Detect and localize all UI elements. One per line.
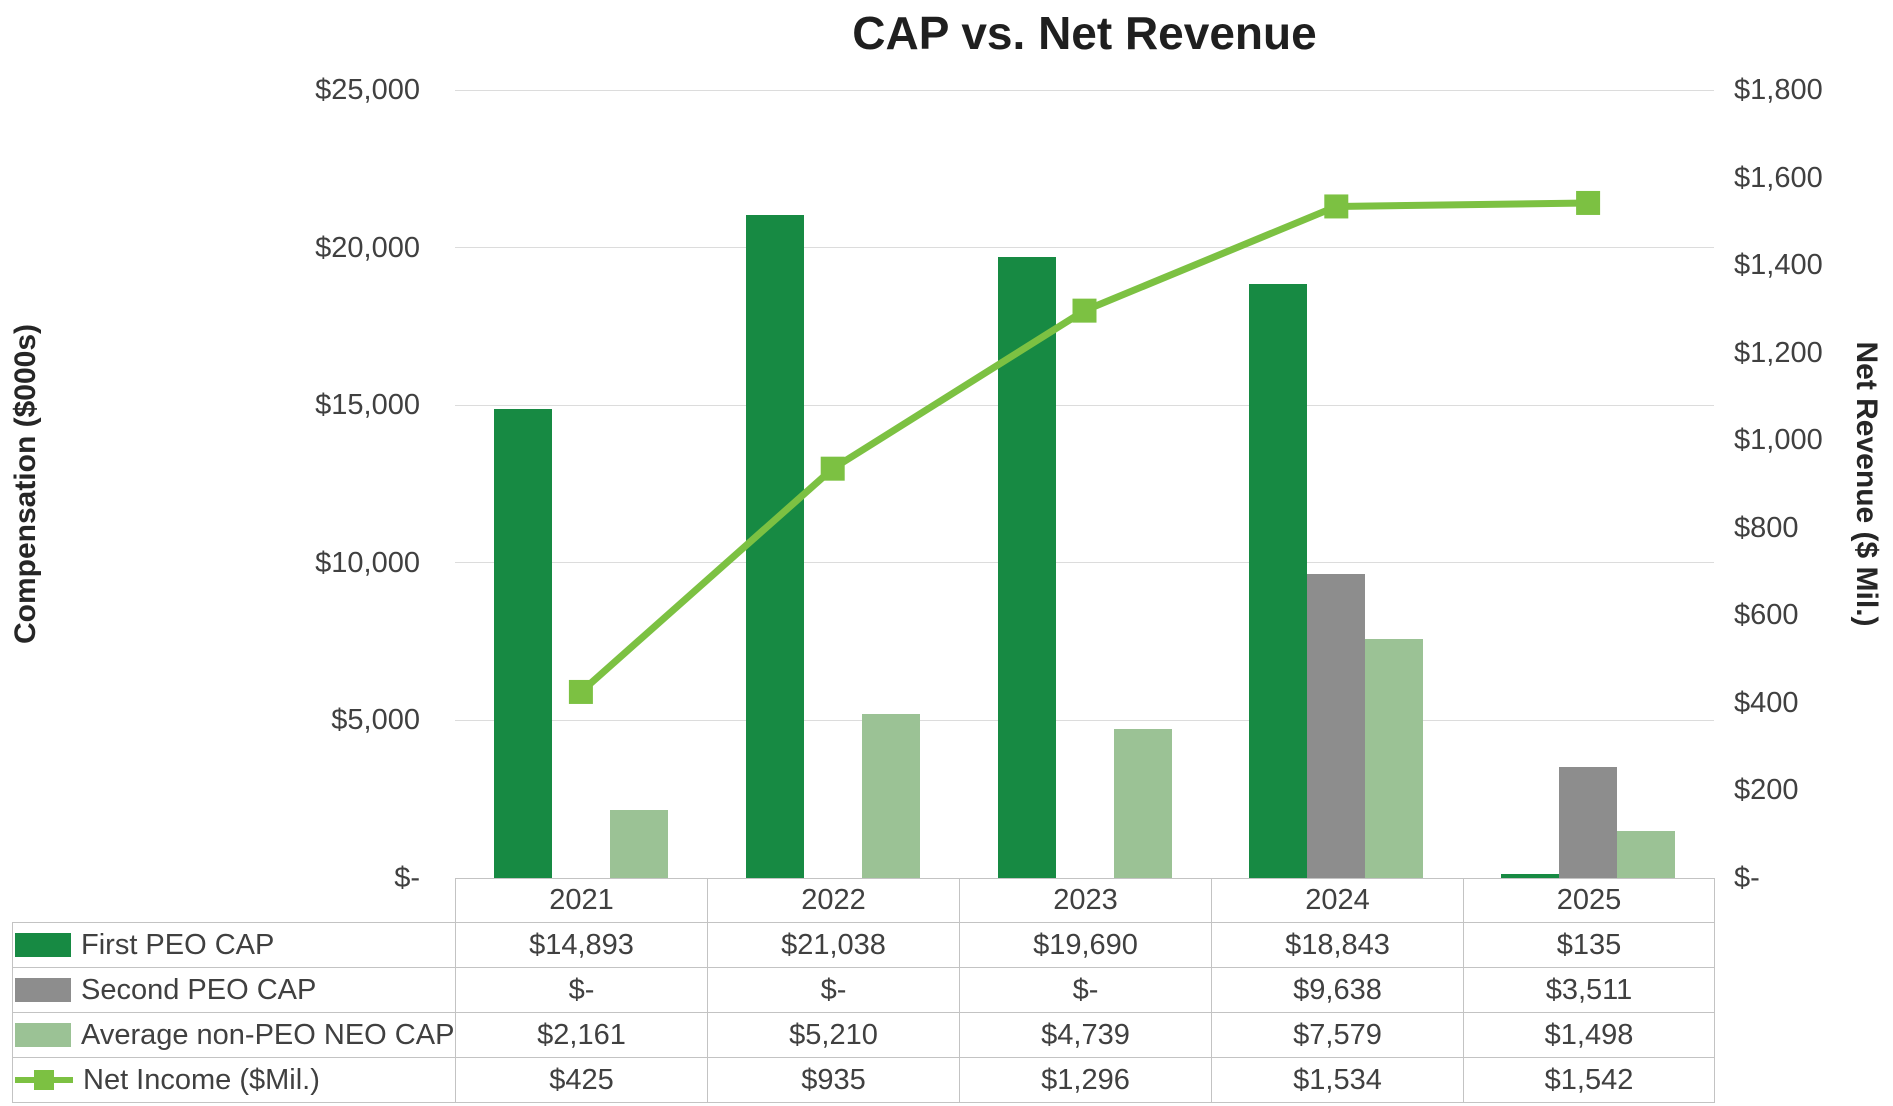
series-label-wrap: Second PEO CAP bbox=[13, 974, 455, 1007]
year-cell: 2025 bbox=[1463, 878, 1715, 923]
year-cell: 2023 bbox=[959, 878, 1212, 923]
year-cell: 2022 bbox=[707, 878, 960, 923]
left-tick-label: $- bbox=[394, 862, 420, 894]
value-cell: $5,210 bbox=[707, 1012, 960, 1058]
series-swatch bbox=[15, 978, 71, 1002]
value-cell: $19,690 bbox=[959, 922, 1212, 968]
right-tick-label: $1,800 bbox=[1734, 74, 1823, 106]
net-income-marker-2023 bbox=[1072, 298, 1097, 323]
value-cell: $- bbox=[707, 967, 960, 1013]
value-cell: $- bbox=[959, 967, 1212, 1013]
right-tick-label: $200 bbox=[1734, 774, 1799, 807]
value-cell: $425 bbox=[455, 1057, 708, 1103]
table-row: Net Income ($Mil.) $425 $935 $1,296 $1,534 $1… bbox=[12, 1057, 1715, 1103]
right-tick-label: $1,000 bbox=[1734, 424, 1823, 457]
line-swatch-marker bbox=[34, 1070, 54, 1090]
line-series-swatch bbox=[15, 1067, 73, 1093]
series-label: Second PEO CAP bbox=[81, 973, 317, 1006]
value-cell: $1,296 bbox=[959, 1057, 1212, 1103]
bar-average-non-peo-neo-cap-2024 bbox=[1365, 639, 1424, 878]
value-cell: $9,638 bbox=[1211, 967, 1464, 1013]
left-axis-title: Compensation ($000s) bbox=[9, 323, 42, 645]
value-cell: $21,038 bbox=[707, 922, 960, 968]
gridline bbox=[455, 89, 1714, 91]
net-income-marker-2025 bbox=[1576, 190, 1601, 215]
table-row: First PEO CAP $14,893 $21,038 $19,690 $18,84… bbox=[12, 922, 1715, 968]
bar-first-peo-cap-2022 bbox=[745, 214, 804, 878]
bar-first-peo-cap-2024 bbox=[1249, 284, 1308, 878]
bar-second-peo-cap-2024 bbox=[1307, 574, 1366, 878]
series-label: Net Income ($Mil.) bbox=[83, 1063, 320, 1096]
bar-average-non-peo-neo-cap-2021 bbox=[609, 809, 668, 878]
net-income-marker-2022 bbox=[820, 456, 845, 481]
left-tick-label: $15,000 bbox=[315, 389, 420, 422]
year-cell: 2024 bbox=[1211, 878, 1464, 923]
net-income-marker-2024 bbox=[1324, 194, 1349, 219]
gridline bbox=[455, 719, 1714, 721]
value-cell: $2,161 bbox=[455, 1012, 708, 1058]
right-tick-label: $1,600 bbox=[1734, 161, 1823, 194]
net-income-marker-2021 bbox=[568, 679, 593, 704]
gridline bbox=[455, 404, 1714, 406]
right-tick-label: $400 bbox=[1734, 686, 1799, 719]
left-tick-label: $20,000 bbox=[315, 231, 420, 264]
right-tick-label: $600 bbox=[1734, 599, 1799, 632]
series-label-cell: Net Income ($Mil.) bbox=[12, 1057, 456, 1103]
right-tick-label: $1,400 bbox=[1734, 249, 1823, 282]
value-cell: $1,498 bbox=[1463, 1012, 1715, 1058]
table-corner-cell bbox=[13, 879, 456, 923]
bar-average-non-peo-neo-cap-2022 bbox=[861, 713, 920, 878]
bar-average-non-peo-neo-cap-2025 bbox=[1617, 830, 1676, 878]
bar-first-peo-cap-2021 bbox=[493, 408, 552, 878]
gridline bbox=[455, 247, 1714, 249]
table-row: Average non-PEO NEO CAP $2,161 $5,210 $4,73… bbox=[12, 1012, 1715, 1058]
right-axis-title: Net Revenue ($ Mil.) bbox=[1850, 341, 1883, 627]
left-tick-label: $10,000 bbox=[315, 546, 420, 579]
value-cell: $7,579 bbox=[1211, 1012, 1464, 1058]
net-income-line bbox=[578, 199, 1589, 695]
series-swatch bbox=[15, 933, 71, 957]
value-cell: $1,534 bbox=[1211, 1057, 1464, 1103]
value-cell: $14,893 bbox=[455, 922, 708, 968]
left-tick-label: $25,000 bbox=[315, 74, 420, 106]
left-tick-label: $5,000 bbox=[331, 704, 420, 737]
value-cell: $1,542 bbox=[1463, 1057, 1715, 1103]
value-cell: $135 bbox=[1463, 922, 1715, 968]
bar-average-non-peo-neo-cap-2023 bbox=[1113, 728, 1172, 878]
right-tick-label: $- bbox=[1734, 862, 1760, 894]
series-label-wrap: Net Income ($Mil.) bbox=[13, 1064, 455, 1097]
value-cell: $935 bbox=[707, 1057, 960, 1103]
series-label-cell: Average non-PEO NEO CAP bbox=[12, 1012, 456, 1058]
series-label-cell: First PEO CAP bbox=[12, 922, 456, 968]
chart-title: CAP vs. Net Revenue bbox=[852, 7, 1317, 59]
series-label: First PEO CAP bbox=[81, 928, 275, 961]
net-income-line-layer bbox=[568, 190, 1601, 704]
table-row: Second PEO CAP $- $- $- $9,638 $3,511 bbox=[12, 967, 1715, 1013]
bar-second-peo-cap-2025 bbox=[1559, 767, 1618, 878]
year-cell: 2021 bbox=[455, 878, 708, 923]
series-label-wrap: First PEO CAP bbox=[13, 929, 455, 962]
bar-first-peo-cap-2025 bbox=[1501, 873, 1560, 878]
right-tick-label: $1,200 bbox=[1734, 336, 1823, 369]
value-cell: $- bbox=[455, 967, 708, 1013]
value-cell: $18,843 bbox=[1211, 922, 1464, 968]
chart-data-table: 2021 2022 2023 2024 2025 First PEO CAP $14,893… bbox=[12, 878, 1715, 1103]
table-header-row: 2021 2022 2023 2024 2025 bbox=[13, 878, 1715, 923]
value-cell: $3,511 bbox=[1463, 967, 1715, 1013]
series-label-cell: Second PEO CAP bbox=[12, 967, 456, 1013]
series-swatch bbox=[15, 1023, 71, 1047]
right-tick-label: $800 bbox=[1734, 511, 1799, 544]
series-label: Average non-PEO NEO CAP bbox=[81, 1018, 455, 1051]
value-cell: $4,739 bbox=[959, 1012, 1212, 1058]
gridline bbox=[455, 562, 1714, 564]
plot-area bbox=[455, 89, 1714, 878]
series-label-wrap: Average non-PEO NEO CAP bbox=[13, 1019, 455, 1052]
